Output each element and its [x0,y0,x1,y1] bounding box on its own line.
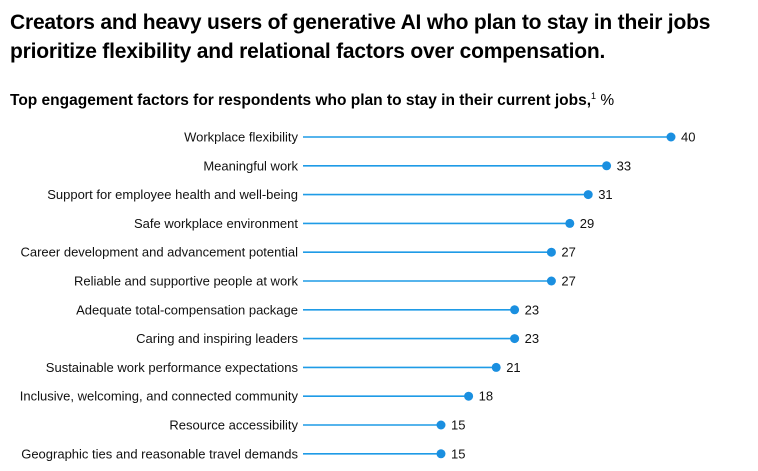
chart-row: Meaningful work 33 [203,158,631,173]
category-label: Reliable and supportive people at work [74,274,299,289]
value-label: 15 [451,446,465,461]
value-label: 31 [598,187,612,202]
subtitle-text: Top engagement factors for respondents w… [10,92,592,109]
value-label: 23 [525,302,539,317]
chart-row: Caring and inspiring leaders 23 [136,331,539,346]
lollipop-dot [436,420,446,430]
lollipop-dot [583,190,593,200]
lollipop-dot [510,334,520,344]
chart-row: Career development and advancement poten… [20,245,575,260]
lollipop-dot [546,247,556,257]
lollipop-dot [510,305,520,315]
category-label: Adequate total-compensation package [76,302,298,317]
value-label: 27 [561,274,575,289]
chart-row: Workplace flexibility 40 [184,130,695,145]
category-label: Sustainable work performance expectation… [46,360,299,375]
chart-row: Resource accessibility 15 [169,418,465,433]
lollipop-dot [464,391,474,401]
chart-row: Reliable and supportive people at work 27 [74,274,576,289]
category-label: Geographic ties and reasonable travel de… [21,446,298,461]
category-label: Inclusive, welcoming, and connected comm… [20,389,299,404]
value-label: 27 [561,245,575,260]
chart-row: Inclusive, welcoming, and connected comm… [20,389,493,404]
chart-row: Adequate total-compensation package 23 [76,302,539,317]
value-label: 21 [506,360,520,375]
lollipop-dot [546,276,556,286]
chart-row: Support for employee health and well-bei… [47,187,612,202]
chart-headline: Creators and heavy users of generative A… [10,11,711,63]
lollipop-dot [602,161,612,171]
value-label: 29 [580,216,594,231]
chart-row: Sustainable work performance expectation… [46,360,521,375]
lollipop-dot [565,218,575,228]
unit-label: % [600,92,615,109]
category-label: Safe workplace environment [134,216,298,231]
value-label: 40 [681,130,695,145]
lollipop-dot [491,362,501,372]
chart-row: Geographic ties and reasonable travel de… [21,446,465,461]
lollipop-dot [666,132,676,142]
chart-subtitle: Top engagement factors for respondents w… [10,91,614,111]
lollipop-dot [436,449,446,459]
category-label: Workplace flexibility [184,130,298,145]
value-label: 15 [451,418,465,433]
value-label: 18 [479,389,493,404]
category-label: Meaningful work [203,158,298,173]
value-label: 23 [525,331,539,346]
footnote-marker: 1 [591,90,597,101]
value-label: 33 [617,158,631,173]
category-label: Caring and inspiring leaders [136,331,298,346]
category-label: Career development and advancement poten… [20,245,298,260]
chart-row: Safe workplace environment 29 [134,216,594,231]
category-label: Support for employee health and well-bei… [47,187,298,202]
category-label: Resource accessibility [169,418,298,433]
